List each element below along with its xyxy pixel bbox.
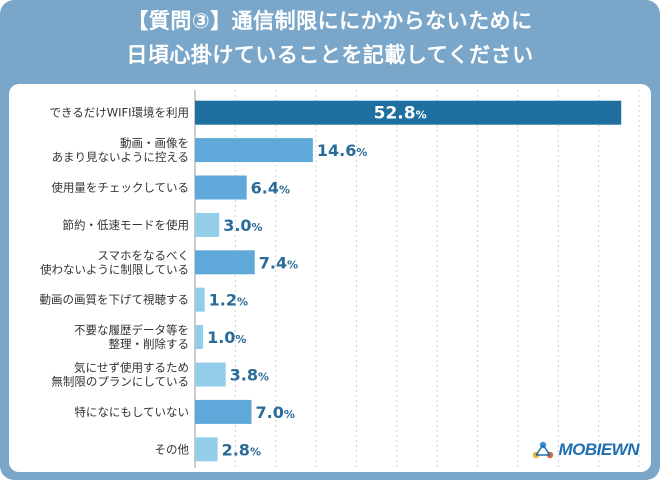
category-label: 節約・低速モードを使用 bbox=[63, 218, 190, 232]
category-label: 特になにもしていない bbox=[74, 405, 189, 419]
data-label: 2.8% bbox=[222, 440, 261, 459]
category-label: 気にせず使用するため bbox=[74, 361, 189, 375]
data-label-unit: % bbox=[258, 371, 269, 384]
bar bbox=[195, 138, 313, 163]
bar bbox=[195, 362, 226, 387]
data-label: 6.4% bbox=[251, 179, 290, 198]
category-label: スマホをなるべく bbox=[97, 248, 189, 262]
chart-panel: できるだけWIFI環境を利用 52.8% 動画・画像を あまり見ないように控える 14.… bbox=[9, 84, 651, 472]
chart-title: 【質問③】通信制限ににかからないために 日頃心掛けていることを記載してください bbox=[0, 0, 660, 84]
category-label: できるだけWIFI環境を利用 bbox=[49, 106, 189, 120]
bar bbox=[195, 212, 220, 237]
chart-title-line1: 【質問③】通信制限ににかからないために bbox=[127, 9, 533, 33]
bar bbox=[195, 287, 205, 312]
data-label-unit: % bbox=[237, 296, 248, 309]
data-label-unit: % bbox=[284, 408, 295, 421]
bar bbox=[195, 325, 204, 350]
data-label: 3.0% bbox=[223, 216, 262, 235]
data-label-unit: % bbox=[252, 221, 263, 234]
data-label-unit: % bbox=[416, 109, 427, 122]
category-label: 動画・画像を bbox=[120, 136, 189, 150]
data-label-unit: % bbox=[250, 445, 261, 458]
category-label: 使わないように制限している bbox=[40, 262, 189, 276]
data-label: 7.0% bbox=[256, 403, 295, 422]
data-label: 3.8% bbox=[230, 366, 269, 385]
category-label: 不要な履歴データ等を bbox=[74, 323, 189, 337]
data-label-unit: % bbox=[356, 146, 367, 159]
bar bbox=[195, 250, 255, 275]
data-label: 14.6% bbox=[317, 141, 368, 160]
data-label-unit: % bbox=[287, 258, 298, 271]
data-label: 1.0% bbox=[207, 328, 246, 347]
bar bbox=[195, 175, 247, 200]
people-network-icon bbox=[533, 441, 554, 459]
category-label: あまり見ないように控える bbox=[52, 150, 189, 164]
chart-title-line2: 日頃心掛けていることを記載してください bbox=[126, 43, 534, 67]
category-label: 整理・削除する bbox=[109, 337, 190, 351]
category-label: 無制限のプランにしている bbox=[51, 375, 189, 389]
data-label: 7.4% bbox=[259, 253, 298, 272]
bar bbox=[195, 399, 252, 424]
data-label-unit: % bbox=[235, 333, 246, 346]
bar bbox=[195, 100, 622, 125]
brand-logo: MOBIEWN bbox=[531, 438, 639, 462]
bar bbox=[195, 437, 218, 462]
data-label: 52.8% bbox=[374, 104, 427, 124]
category-label: 使用量をチェックしている bbox=[51, 181, 189, 195]
category-label: 動画の画質を下げて視聴する bbox=[40, 293, 190, 307]
data-label-unit: % bbox=[279, 184, 290, 197]
logo-text: MOBIEWN bbox=[558, 440, 639, 459]
data-label: 1.2% bbox=[209, 291, 248, 310]
category-label: その他 bbox=[155, 442, 190, 456]
